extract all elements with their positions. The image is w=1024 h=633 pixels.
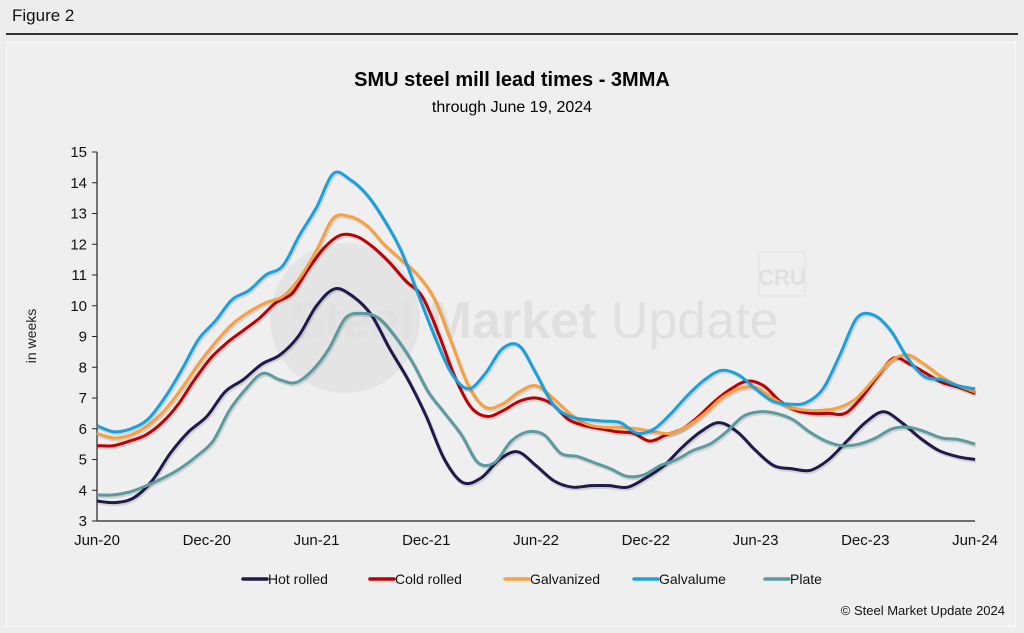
legend-item: Galvalume xyxy=(632,571,726,587)
series-line-hot-rolled xyxy=(96,287,976,505)
x-tick-label: Dec-20 xyxy=(183,532,231,549)
watermark-badge-text: CRU xyxy=(758,265,806,290)
y-tick-label: 4 xyxy=(79,482,87,499)
legend-item: Plate xyxy=(763,571,822,587)
legend: Hot rolled Cold rolled Galvanized Galvalume… xyxy=(241,571,822,587)
y-tick-label: 11 xyxy=(71,267,87,284)
y-tick-label: 12 xyxy=(70,236,87,253)
x-tick-label: Jun-22 xyxy=(513,532,559,549)
figure-divider xyxy=(6,33,1018,35)
series-lines xyxy=(96,170,977,507)
series-line-galvanized xyxy=(96,213,976,440)
y-tick-label: 5 xyxy=(79,452,87,469)
x-tick-label: Dec-23 xyxy=(841,532,889,549)
y-tick-label: 6 xyxy=(79,421,87,438)
legend-label: Galvanized xyxy=(530,571,600,587)
watermark-text: Steel Market Update xyxy=(290,292,779,350)
x-tick-label: Jun-20 xyxy=(74,532,120,549)
copyright: © Steel Market Update 2024 xyxy=(841,603,1005,618)
axes: 3 4 5 6 7 8 9 10 11 12 13 14 15 Jun-20 Dec-20 Jun-21 Dec… xyxy=(70,144,998,549)
y-tick-label: 15 xyxy=(70,144,87,161)
legend-label: Plate xyxy=(790,571,822,587)
legend-item: Galvanized xyxy=(503,571,600,587)
y-tick-label: 10 xyxy=(70,298,87,315)
legend-label: Cold rolled xyxy=(395,571,462,587)
legend-label: Hot rolled xyxy=(268,571,328,587)
legend-item: Hot rolled xyxy=(241,571,328,587)
chart-subtitle: through June 19, 2024 xyxy=(432,99,592,116)
legend-label: Galvalume xyxy=(659,571,726,587)
x-tick-label: Jun-21 xyxy=(294,532,340,549)
x-tick-label: Dec-22 xyxy=(622,532,670,549)
y-tick-label: 8 xyxy=(79,359,87,376)
series-line-plate xyxy=(96,311,976,497)
x-tick-label: Dec-21 xyxy=(402,532,450,549)
series-line-cold-rolled xyxy=(96,232,976,448)
y-tick-label: 14 xyxy=(70,175,87,192)
series-line-galvalume xyxy=(96,170,976,436)
figure-label: Figure 2 xyxy=(12,6,75,25)
legend-item: Cold rolled xyxy=(368,571,462,587)
x-tick-label: Jun-24 xyxy=(952,532,998,549)
y-tick-label: 13 xyxy=(70,206,87,223)
y-tick-label: 7 xyxy=(79,390,87,407)
chart-title: SMU steel mill lead times - 3MMA xyxy=(354,69,670,91)
y-tick-label: 3 xyxy=(79,513,87,530)
x-tick-label: Jun-23 xyxy=(733,532,779,549)
y-axis-label: in weeks xyxy=(23,309,39,363)
y-tick-label: 9 xyxy=(79,329,87,346)
watermark-badge xyxy=(758,251,806,297)
